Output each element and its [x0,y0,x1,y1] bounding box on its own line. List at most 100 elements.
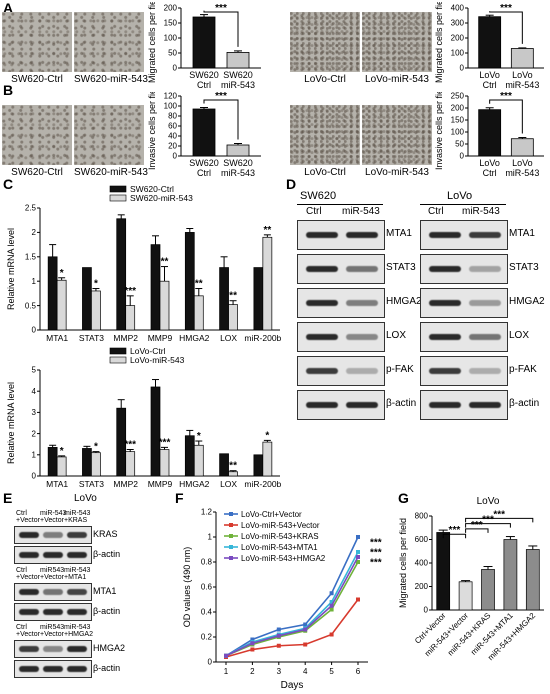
data-point [250,647,255,652]
y-tick-label: 0.8 [201,558,213,567]
blot-title-lovo: LoVo [74,493,97,504]
bar [228,304,238,331]
bar [262,236,273,331]
blot-band [469,300,501,306]
y-tick-label: 1 [32,450,37,459]
blot-protein-label: STAT3 [509,262,539,273]
label-lovo-ctrl: LoVo-Ctrl [304,74,346,85]
lane-ctrl: Ctrl [306,206,322,217]
x-tick-label: Ctrl [483,168,497,178]
y-tick-label: 1.2 [201,508,213,517]
y-tick-label: 0.2 [201,633,213,642]
lane-label: miR-543 [40,510,67,517]
blot-image [297,288,385,318]
x-tick-label: LoVo [479,70,500,80]
label-b-lovo-mir543: LoVo-miR-543 [365,167,429,178]
blot-image [14,603,92,621]
blot-band [306,334,338,340]
y-tick-label: 800 [415,512,429,521]
lane-label: +KRAS [64,517,88,524]
blot-group-sw620: SW620 [300,190,337,202]
blot-band [469,334,501,340]
legend-swatch [109,185,127,193]
blot-band [43,646,63,652]
blot-image [420,390,508,420]
y-tick-label: 200 [451,34,465,43]
blot-protein-label: KRAS [93,529,118,539]
panel-label-c: C [3,176,14,192]
blot-band [67,646,87,652]
legend-label: LoVo-miR-543 [130,355,185,365]
lane-label: Ctrl [16,567,27,574]
legend-swatch [109,194,127,202]
blot-band [67,552,87,558]
x-tick-label: 1 [224,667,229,676]
micrograph-sw620-ctrl [2,12,72,72]
chart-title: LoVo [477,496,500,507]
y-tick-label: 60 [168,122,177,131]
x-tick-label: SW620 [223,158,253,168]
panel-label-f: F [175,490,184,506]
blot-band [306,232,338,238]
significance-label: *** [215,92,227,102]
y-tick-label: 0.4 [201,608,213,617]
data-point [356,560,360,564]
y-tick-label: 20 [168,142,177,151]
blot-band [429,334,461,340]
x-axis-label: Days [281,680,304,691]
lane-label: +Vector [16,631,40,638]
blot-image [14,640,92,658]
micrograph-lovo-mir543 [362,12,432,72]
legend-marker [229,545,233,549]
blot-band [429,232,461,238]
y-tick-label: 0 [424,606,429,615]
y-tick-label: 400 [415,559,429,568]
x-tick-label: 4 [303,667,308,676]
y-tick-label: 0.6 [201,583,213,592]
y-axis-label: Relative mRNA level [6,228,16,310]
bar [510,138,534,157]
bar [56,279,67,331]
label-sw620-ctrl: SW620-Ctrl [11,74,63,85]
y-tick-label: 0 [173,152,178,161]
x-tick-label: miR-543 [221,80,255,90]
significance-label: *** [370,548,382,559]
significance-label: ** [229,461,237,472]
blot-protein-label: β-actin [386,398,417,409]
y-tick-label: 150 [451,116,465,125]
y-tick-label: 0 [208,658,213,667]
bar [116,407,127,477]
significance-label: * [265,430,269,441]
x-tick-label: MTA1 [46,333,68,343]
blot-protein-label: MTA1 [93,586,117,596]
bar [226,52,250,69]
panel-label-b: B [3,82,14,98]
blot-protein-label: STAT3 [386,262,416,273]
significance-label: *** [370,538,382,549]
y-axis-label: Relative mRNA level [6,382,16,464]
data-point [250,637,255,642]
y-tick-label: 0.5 [25,301,37,310]
y-tick-label: 2.5 [25,204,37,213]
blot-band [306,300,338,306]
significance-label: *** [500,3,512,14]
chart-g-migration: LoVo 0 200 400 600 800 Migrated cells per fiel… [398,496,544,662]
blot-band [43,552,63,558]
x-tick-label: 6 [356,667,361,676]
data-point [356,597,360,602]
significance-bracket [465,528,489,533]
blot-protein-label: p-FAK [509,364,537,375]
micrograph-b-sw620-mir543 [74,105,144,165]
chart-f-growth: 0 0.2 0.4 0.6 0.8 1 1.2 OD values (490 nm) 1 2 3 4 5… [182,508,382,691]
significance-label: *** [493,509,505,520]
data-point [329,591,334,596]
y-axis-label: Migrated cells per field [434,2,444,83]
blot-band [469,232,501,238]
data-point [329,600,334,604]
x-tick-label: miR-200b [244,333,281,343]
bar [47,256,58,331]
series-line [225,556,359,657]
blot-band [429,402,461,408]
lane-label: +Vector [16,517,40,524]
significance-label: ** [263,225,271,236]
